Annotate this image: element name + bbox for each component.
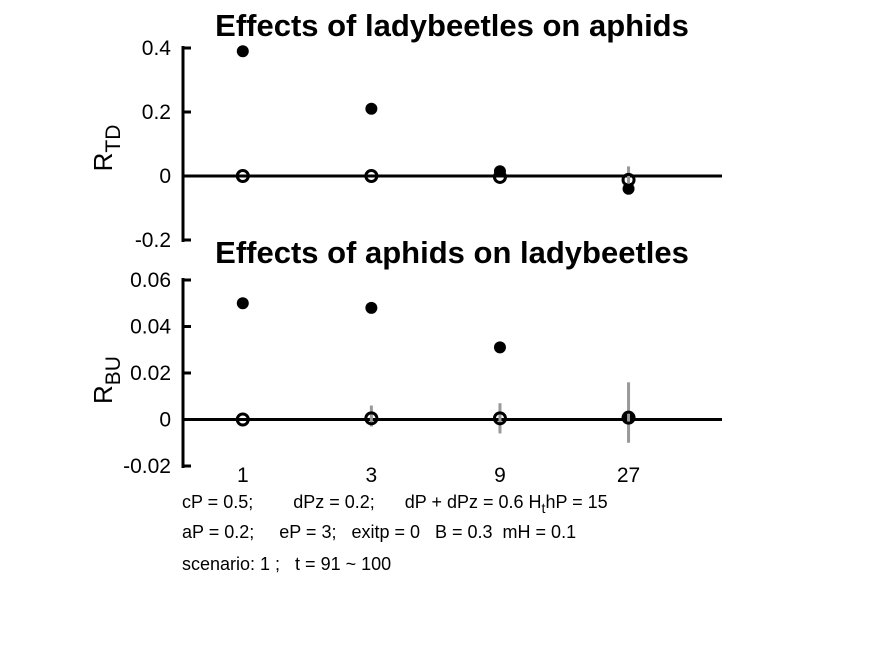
data-point-filled — [236, 45, 249, 58]
data-point-open — [621, 172, 636, 187]
params-line-1-sub: t — [541, 500, 546, 516]
panel-bottom: Effects of aphids on ladybeetles -0.02 0 0.… — [88, 235, 722, 487]
y-axis-label-sub: TD — [102, 125, 125, 153]
y-axis-label-sub: BU — [102, 356, 125, 385]
data-point-open — [621, 410, 636, 425]
params-line-1: cP = 0.5; dPz = 0.2; dP + dPz = 0.6 HthP… — [182, 492, 608, 516]
x-tick-label: 9 — [494, 464, 506, 487]
y-tick-label: 0.04 — [130, 316, 171, 339]
data-point-open — [364, 411, 379, 426]
x-tick-label: 1 — [237, 464, 249, 487]
data-point-open — [235, 412, 250, 427]
chart-title: Effects of aphids on ladybeetles — [215, 235, 689, 270]
data-point-open — [492, 411, 507, 426]
y-axis-label-main: R — [88, 385, 118, 404]
y-tick-label: 0.06 — [130, 269, 171, 292]
data-point-filled — [493, 341, 506, 354]
panel-top: Effects of ladybeetles on aphids -0.2 0 0.2… — [88, 8, 722, 252]
y-tick-label: 0.4 — [142, 37, 172, 60]
y-axis-label-main: R — [88, 153, 118, 172]
y-tick-label: 0.02 — [130, 362, 171, 385]
params-line-1-pre: cP = 0.5; dPz = 0.2; dP + dPz = 0.6 H — [182, 492, 542, 512]
y-axis-label: RTD — [88, 125, 125, 172]
params-line-3: scenario: 1 ; t = 91 ~ 100 — [182, 554, 392, 574]
y-tick-label: 0.2 — [142, 101, 171, 124]
y-axis-label: RBU — [88, 356, 125, 404]
data-point-open — [492, 169, 507, 184]
data-point-open — [235, 169, 250, 183]
x-tick-label: 3 — [366, 464, 378, 487]
y-tick-label: -0.02 — [123, 455, 171, 478]
data-point-filled — [365, 301, 378, 314]
data-point-open — [364, 169, 379, 183]
chart-title: Effects of ladybeetles on aphids — [215, 8, 689, 43]
data-point-filled — [236, 297, 249, 310]
y-tick-label: 0 — [159, 165, 171, 188]
y-tick-label: 0 — [159, 409, 171, 432]
params-line-2: aP = 0.2; eP = 3; exitp = 0 B = 0.3 mH =… — [182, 522, 577, 542]
y-tick-label: -0.2 — [135, 229, 171, 252]
data-point-filled — [365, 102, 378, 115]
x-tick-label: 27 — [617, 464, 640, 487]
params-line-1-post: hP = 15 — [545, 492, 608, 512]
